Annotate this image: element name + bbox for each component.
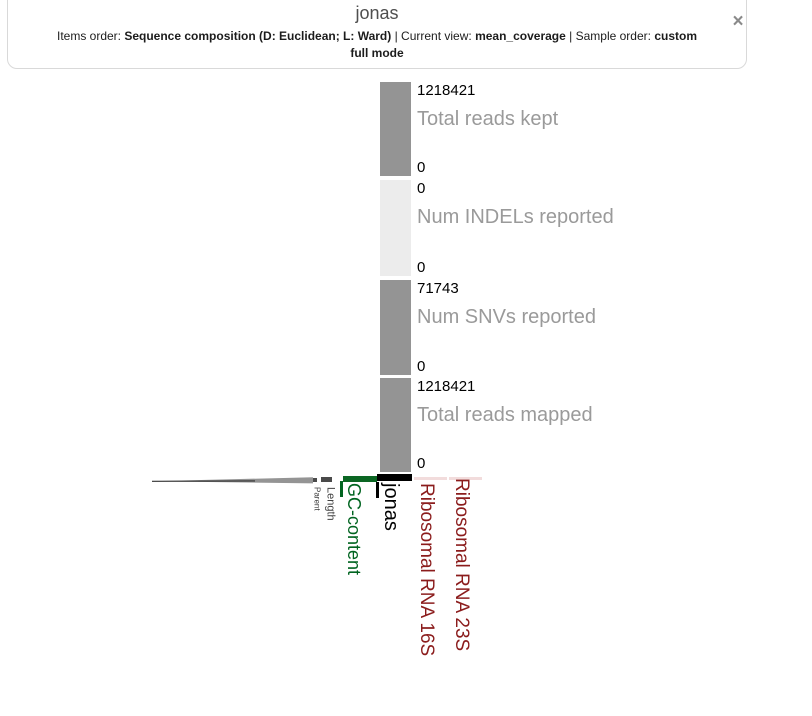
layer-label-rrna-16s[interactable]: Ribosomal RNA 16S <box>415 483 437 657</box>
layer-max-value: 0 <box>417 180 426 197</box>
page-title: jonas <box>355 3 399 23</box>
meta-divider-2: | <box>565 29 576 43</box>
layer-max-value: 71743 <box>417 280 459 297</box>
layer-name: Num INDELs reported <box>417 206 614 228</box>
layer-section-total-reads-kept: 1218421 Total reads kept 0 <box>380 82 680 176</box>
layer-min-value: 0 <box>417 159 426 176</box>
sample-order-value: custom <box>654 29 697 43</box>
layer-name: Num SNVs reported <box>417 306 596 328</box>
layer-label-length[interactable]: Length <box>324 487 337 521</box>
length-row-tick <box>321 477 332 482</box>
items-order-label: Items order: <box>56 29 125 43</box>
layer-label-rrna-23s[interactable]: Ribosomal RNA 23S <box>450 478 472 652</box>
items-order-value: Sequence composition (D: Euclidean; L: W… <box>124 29 392 43</box>
layer-label-sample-jonas[interactable]: jonas <box>380 483 402 531</box>
layer-label-gc-content[interactable]: GC-content <box>343 483 364 576</box>
layer-min-value: 0 <box>417 455 426 472</box>
layer-section-num-snvs: 71743 Num SNVs reported 0 <box>380 280 680 375</box>
close-icon[interactable]: × <box>732 11 744 32</box>
panel-meta: Items order: Sequence composition (D: Eu… <box>8 28 746 62</box>
layer-bar[interactable] <box>380 180 411 276</box>
parent-row-tick <box>313 478 317 482</box>
layer-max-value: 1218421 <box>417 378 476 395</box>
meta-divider-1: | <box>391 29 402 43</box>
layer-bar[interactable] <box>380 378 411 472</box>
layer-name: Total reads mapped <box>417 404 593 426</box>
current-view-label: Current view: <box>401 29 476 43</box>
sample-order-label: Sample order: <box>575 29 655 43</box>
layer-bar[interactable] <box>380 82 411 176</box>
mode-label: full mode <box>350 46 404 60</box>
layer-min-value: 0 <box>417 259 426 276</box>
rrna16s-row-bar[interactable] <box>414 477 447 480</box>
rrna23s-row-bar[interactable] <box>449 477 482 480</box>
current-view-value: mean_coverage <box>475 29 566 43</box>
dendrogram <box>151 477 313 484</box>
gc-content-lead-tick <box>340 481 343 497</box>
layer-name: Total reads kept <box>417 108 559 130</box>
gc-content-row-bar[interactable] <box>343 476 377 482</box>
sample-lead-tick <box>376 482 379 498</box>
layer-max-value: 1218421 <box>417 82 476 99</box>
layer-section-total-reads-mapped: 1218421 Total reads mapped 0 <box>380 378 680 472</box>
info-panel: jonas Items order: Sequence composition … <box>7 0 747 69</box>
layer-min-value: 0 <box>417 358 426 375</box>
layer-section-num-indels: 0 Num INDELs reported 0 <box>380 180 680 276</box>
sample-row-bar[interactable] <box>377 474 412 481</box>
layer-bar[interactable] <box>380 280 411 375</box>
layer-label-parent[interactable]: Parent <box>312 487 322 511</box>
